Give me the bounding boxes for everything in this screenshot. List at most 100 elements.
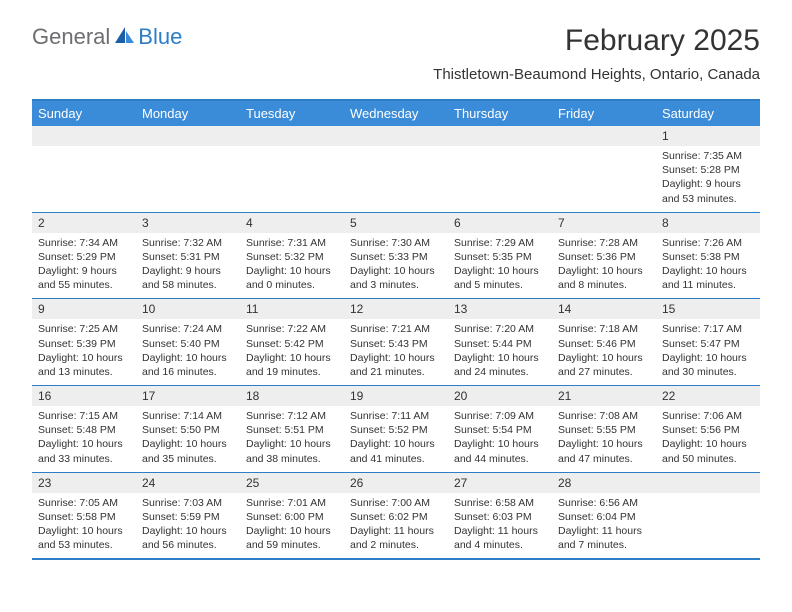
day-number: 11	[240, 299, 344, 319]
logo-text-general: General	[32, 24, 110, 50]
day-number	[32, 126, 136, 146]
calendar-day-cell: 16Sunrise: 7:15 AMSunset: 5:48 PMDayligh…	[32, 386, 136, 472]
weekday-header: Monday	[136, 101, 240, 126]
calendar-day-cell: 20Sunrise: 7:09 AMSunset: 5:54 PMDayligh…	[448, 386, 552, 472]
title-block: February 2025 Thistletown-Beaumond Heigh…	[433, 24, 760, 83]
day-number: 12	[344, 299, 448, 319]
day-number	[136, 126, 240, 146]
day-sun-data: Sunrise: 7:25 AMSunset: 5:39 PMDaylight:…	[32, 319, 136, 385]
calendar-day-cell: 13Sunrise: 7:20 AMSunset: 5:44 PMDayligh…	[448, 299, 552, 385]
calendar-day-cell: 1Sunrise: 7:35 AMSunset: 5:28 PMDaylight…	[656, 126, 760, 212]
calendar-week-row: 23Sunrise: 7:05 AMSunset: 5:58 PMDayligh…	[32, 473, 760, 561]
calendar-day-cell: 21Sunrise: 7:08 AMSunset: 5:55 PMDayligh…	[552, 386, 656, 472]
calendar-day-cell: 28Sunrise: 6:56 AMSunset: 6:04 PMDayligh…	[552, 473, 656, 559]
calendar-day-cell: 4Sunrise: 7:31 AMSunset: 5:32 PMDaylight…	[240, 213, 344, 299]
calendar-day-cell: 24Sunrise: 7:03 AMSunset: 5:59 PMDayligh…	[136, 473, 240, 559]
weekday-header: Saturday	[656, 101, 760, 126]
weekday-header: Tuesday	[240, 101, 344, 126]
day-number: 17	[136, 386, 240, 406]
day-sun-data: Sunrise: 7:21 AMSunset: 5:43 PMDaylight:…	[344, 319, 448, 385]
day-sun-data: Sunrise: 7:15 AMSunset: 5:48 PMDaylight:…	[32, 406, 136, 472]
day-sun-data: Sunrise: 7:11 AMSunset: 5:52 PMDaylight:…	[344, 406, 448, 472]
day-sun-data: Sunrise: 7:20 AMSunset: 5:44 PMDaylight:…	[448, 319, 552, 385]
day-number: 18	[240, 386, 344, 406]
day-sun-data: Sunrise: 7:17 AMSunset: 5:47 PMDaylight:…	[656, 319, 760, 385]
weekday-header: Friday	[552, 101, 656, 126]
day-number: 26	[344, 473, 448, 493]
day-sun-data: Sunrise: 7:06 AMSunset: 5:56 PMDaylight:…	[656, 406, 760, 472]
weekday-header: Sunday	[32, 101, 136, 126]
day-number: 4	[240, 213, 344, 233]
day-number: 13	[448, 299, 552, 319]
calendar: Sunday Monday Tuesday Wednesday Thursday…	[32, 99, 760, 560]
day-number: 5	[344, 213, 448, 233]
day-number	[344, 126, 448, 146]
day-number: 22	[656, 386, 760, 406]
day-sun-data: Sunrise: 7:05 AMSunset: 5:58 PMDaylight:…	[32, 493, 136, 559]
day-sun-data: Sunrise: 7:35 AMSunset: 5:28 PMDaylight:…	[656, 146, 760, 212]
calendar-day-cell: 14Sunrise: 7:18 AMSunset: 5:46 PMDayligh…	[552, 299, 656, 385]
day-number: 15	[656, 299, 760, 319]
day-sun-data: Sunrise: 7:01 AMSunset: 6:00 PMDaylight:…	[240, 493, 344, 559]
header: General Blue February 2025 Thistletown-B…	[0, 0, 792, 91]
day-sun-data: Sunrise: 7:28 AMSunset: 5:36 PMDaylight:…	[552, 233, 656, 299]
calendar-day-cell: 2Sunrise: 7:34 AMSunset: 5:29 PMDaylight…	[32, 213, 136, 299]
day-number: 24	[136, 473, 240, 493]
day-sun-data: Sunrise: 7:12 AMSunset: 5:51 PMDaylight:…	[240, 406, 344, 472]
calendar-day-cell: 5Sunrise: 7:30 AMSunset: 5:33 PMDaylight…	[344, 213, 448, 299]
day-number: 9	[32, 299, 136, 319]
weekday-header-row: Sunday Monday Tuesday Wednesday Thursday…	[32, 101, 760, 126]
day-sun-data: Sunrise: 7:09 AMSunset: 5:54 PMDaylight:…	[448, 406, 552, 472]
day-number	[240, 126, 344, 146]
calendar-day-cell: 18Sunrise: 7:12 AMSunset: 5:51 PMDayligh…	[240, 386, 344, 472]
month-title: February 2025	[433, 24, 760, 58]
day-sun-data: Sunrise: 7:32 AMSunset: 5:31 PMDaylight:…	[136, 233, 240, 299]
calendar-day-cell: 17Sunrise: 7:14 AMSunset: 5:50 PMDayligh…	[136, 386, 240, 472]
calendar-week-row: 16Sunrise: 7:15 AMSunset: 5:48 PMDayligh…	[32, 386, 760, 473]
day-number: 21	[552, 386, 656, 406]
day-number: 23	[32, 473, 136, 493]
logo-sail-icon	[114, 25, 136, 50]
calendar-day-cell: 26Sunrise: 7:00 AMSunset: 6:02 PMDayligh…	[344, 473, 448, 559]
day-sun-data: Sunrise: 7:24 AMSunset: 5:40 PMDaylight:…	[136, 319, 240, 385]
weekday-header: Thursday	[448, 101, 552, 126]
day-number	[448, 126, 552, 146]
calendar-day-cell: 11Sunrise: 7:22 AMSunset: 5:42 PMDayligh…	[240, 299, 344, 385]
day-number: 6	[448, 213, 552, 233]
calendar-week-row: 2Sunrise: 7:34 AMSunset: 5:29 PMDaylight…	[32, 213, 760, 300]
day-number: 27	[448, 473, 552, 493]
day-number: 20	[448, 386, 552, 406]
calendar-week-row: 1Sunrise: 7:35 AMSunset: 5:28 PMDaylight…	[32, 126, 760, 213]
day-sun-data: Sunrise: 7:34 AMSunset: 5:29 PMDaylight:…	[32, 233, 136, 299]
day-sun-data: Sunrise: 7:22 AMSunset: 5:42 PMDaylight:…	[240, 319, 344, 385]
day-number: 7	[552, 213, 656, 233]
calendar-day-cell	[656, 473, 760, 559]
day-sun-data: Sunrise: 7:31 AMSunset: 5:32 PMDaylight:…	[240, 233, 344, 299]
calendar-day-cell	[136, 126, 240, 212]
calendar-day-cell: 7Sunrise: 7:28 AMSunset: 5:36 PMDaylight…	[552, 213, 656, 299]
day-sun-data: Sunrise: 7:14 AMSunset: 5:50 PMDaylight:…	[136, 406, 240, 472]
day-number: 16	[32, 386, 136, 406]
day-number: 2	[32, 213, 136, 233]
calendar-day-cell: 22Sunrise: 7:06 AMSunset: 5:56 PMDayligh…	[656, 386, 760, 472]
location-text: Thistletown-Beaumond Heights, Ontario, C…	[433, 66, 760, 83]
day-number: 10	[136, 299, 240, 319]
calendar-day-cell	[448, 126, 552, 212]
day-number: 1	[656, 126, 760, 146]
calendar-week-row: 9Sunrise: 7:25 AMSunset: 5:39 PMDaylight…	[32, 299, 760, 386]
calendar-day-cell: 23Sunrise: 7:05 AMSunset: 5:58 PMDayligh…	[32, 473, 136, 559]
day-sun-data: Sunrise: 7:08 AMSunset: 5:55 PMDaylight:…	[552, 406, 656, 472]
calendar-day-cell: 10Sunrise: 7:24 AMSunset: 5:40 PMDayligh…	[136, 299, 240, 385]
day-sun-data: Sunrise: 7:26 AMSunset: 5:38 PMDaylight:…	[656, 233, 760, 299]
day-number: 3	[136, 213, 240, 233]
calendar-day-cell: 9Sunrise: 7:25 AMSunset: 5:39 PMDaylight…	[32, 299, 136, 385]
calendar-day-cell: 3Sunrise: 7:32 AMSunset: 5:31 PMDaylight…	[136, 213, 240, 299]
logo: General Blue	[32, 24, 182, 50]
day-number	[656, 473, 760, 493]
calendar-day-cell	[552, 126, 656, 212]
calendar-day-cell: 6Sunrise: 7:29 AMSunset: 5:35 PMDaylight…	[448, 213, 552, 299]
day-sun-data: Sunrise: 7:00 AMSunset: 6:02 PMDaylight:…	[344, 493, 448, 559]
day-sun-data: Sunrise: 7:29 AMSunset: 5:35 PMDaylight:…	[448, 233, 552, 299]
calendar-day-cell	[344, 126, 448, 212]
day-sun-data: Sunrise: 7:03 AMSunset: 5:59 PMDaylight:…	[136, 493, 240, 559]
